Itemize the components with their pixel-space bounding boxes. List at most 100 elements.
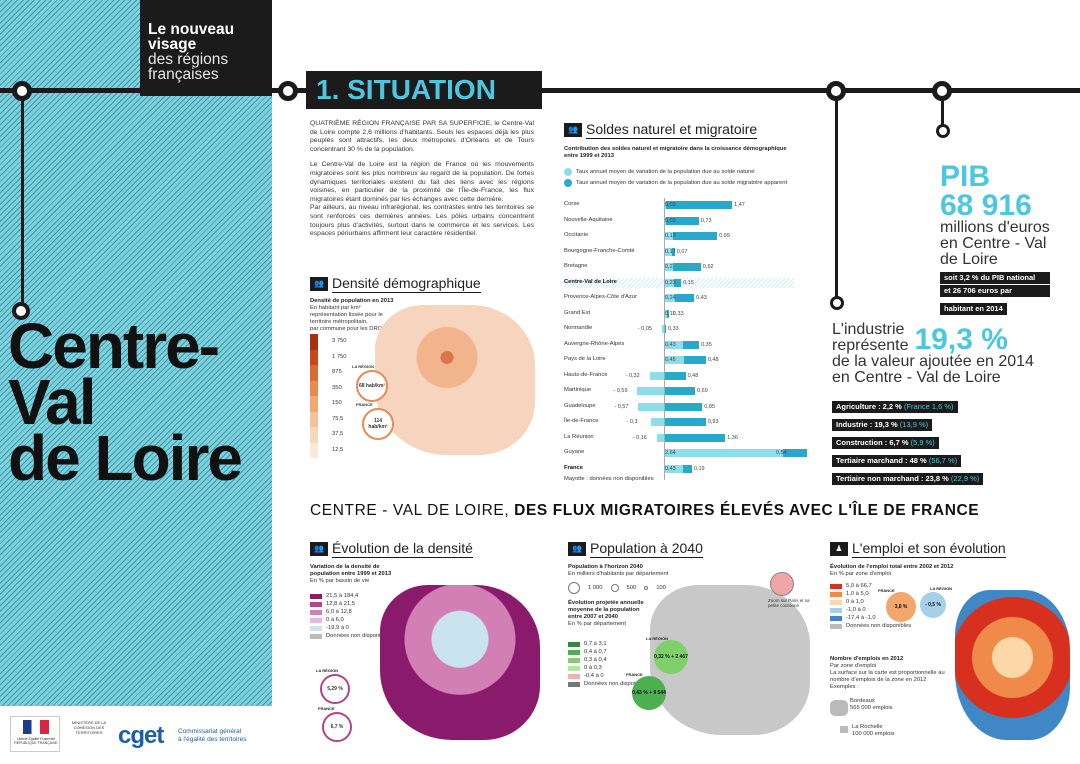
natural-value: 0,11 xyxy=(665,310,676,317)
pib-label: PIB xyxy=(940,160,991,193)
legend-label: 6,0 à 12,8 xyxy=(326,608,352,615)
density-sub-1: Densité de population en 2013 xyxy=(310,298,394,304)
migr-note: Mayotte : données non disponibles xyxy=(564,476,654,482)
brand-line-3: des régions xyxy=(148,51,229,68)
pop-sub-2: En milliers d'habitants par département xyxy=(568,571,669,577)
migr-legend-1: Taux annuel moyen de variation de la pop… xyxy=(564,168,800,176)
pib-unit-3: de Loire xyxy=(940,251,998,268)
natural-value: - 0,05 xyxy=(637,326,652,332)
france-value: 114 hab/km² xyxy=(368,418,388,430)
intro-paragraph-2: Le Centre-Val de Loire est la région de … xyxy=(310,161,534,203)
flag-icon xyxy=(23,720,49,734)
legend-swatch xyxy=(310,601,322,607)
pop-heading: 👥 Population à 2040 xyxy=(568,540,703,558)
migratory-bar xyxy=(666,309,669,318)
brand-line-1: Le nouveau xyxy=(148,21,235,38)
paris-zoom-label: Zoom sur Paris et sa petite couronne xyxy=(768,598,810,608)
migratory-value: 0,99 xyxy=(719,233,730,239)
natural-value: 0,03 xyxy=(665,217,676,224)
legend-swatch xyxy=(830,599,842,605)
migratory-value: 1,47 xyxy=(734,202,745,208)
sector-item: Tertiaire non marchand : 23,8 % (22,9 %) xyxy=(832,473,984,485)
row-label: Centre-Val de Loire xyxy=(564,278,617,285)
density-heading: 👥 Densité démographique xyxy=(310,275,481,293)
migratory-value: 0,69 xyxy=(697,388,708,394)
legend-label: 1 750 xyxy=(332,353,347,360)
industry-line-3: de la valeur ajoutée en 2014 xyxy=(832,353,1034,370)
legend-swatch xyxy=(310,365,318,381)
natural-bar xyxy=(664,309,669,318)
migratory-bar xyxy=(664,402,703,411)
legend-swatch xyxy=(830,623,842,629)
pop-sub-3: Évolution projetée annuelle xyxy=(568,600,644,606)
chart-row: Normandie - 0,05 0,33 xyxy=(564,324,794,334)
emploi-heading: ♟ L'emploi et son évolution xyxy=(830,540,1006,558)
natural-value: - 0,3 xyxy=(626,419,638,425)
natural-bar xyxy=(664,464,684,473)
migratory-bar xyxy=(666,216,699,225)
example-2: La Rochelle 100 000 emplois xyxy=(852,724,895,738)
legend-row: Données non disponibles xyxy=(310,632,391,640)
natural-value: 0,03 xyxy=(665,202,676,208)
legend-swatch xyxy=(310,349,318,365)
natural-bar xyxy=(664,263,673,271)
legend-row: 75,5 xyxy=(310,411,347,427)
row-label: Normandie xyxy=(564,325,593,331)
legend-swatch xyxy=(830,583,842,589)
region-value: 0,32 % + 2 467 xyxy=(654,654,688,660)
section-title: 1. SITUATION xyxy=(306,71,542,109)
legend-label: 3 750 xyxy=(332,338,347,345)
example-1: Bordeaux 565 000 emplois xyxy=(850,698,893,712)
chart-row: Corse 0,03 1,47 xyxy=(564,200,794,210)
row-label: Occitanie xyxy=(564,232,589,238)
pop-subtitle-2: Évolution projetée annuelle moyenne de l… xyxy=(568,600,644,628)
chart-row: Guadeloupe - 0,57 0,85 xyxy=(564,402,794,412)
legend-label: 0 à 0,3 xyxy=(584,664,602,671)
headline: CENTRE - VAL DE LOIRE, DES FLUX MIGRATOI… xyxy=(310,502,979,520)
migratory-bar xyxy=(673,263,701,271)
evol-legend: 21,5 à 184,4 12,8 à 21,5 6,0 à 12,8 0 à 6,0… xyxy=(310,592,391,640)
vertical-line xyxy=(835,100,838,300)
emploi-sub-4: Par zone d'emploi xyxy=(830,663,877,669)
vertical-line xyxy=(941,100,944,128)
legend-label: Données non disponibles xyxy=(846,622,912,629)
legend-label: 12,5 xyxy=(332,446,344,453)
sector-france: (France 1,6 %) xyxy=(903,402,954,411)
sector-item: Industrie : 19,3 % (13,9 %) xyxy=(832,419,933,431)
migratory-bar xyxy=(664,325,666,333)
natural-bar xyxy=(664,247,672,256)
pib-note-1: soit 3,2 % du PIB national xyxy=(940,272,1050,284)
natural-bar xyxy=(664,216,666,225)
evol-subtitle: Variation de la densité de population en… xyxy=(310,564,391,585)
chart-row: Pays de la Loire 0,45 0,48 xyxy=(564,355,794,365)
region-badge: 68 hab/km² xyxy=(356,370,388,402)
legend-row: 0 à 6,0 xyxy=(310,616,391,624)
france-badge: 6,7 % xyxy=(322,712,352,742)
legend-row: 875 xyxy=(310,365,347,381)
legend-swatch xyxy=(310,427,318,443)
cget-sub-2: à l'égalité des territoires xyxy=(178,736,247,743)
pib-value: 68 916 xyxy=(940,189,1032,222)
legend-swatch xyxy=(310,593,322,599)
migratory-value: 0,15 xyxy=(683,279,694,286)
natural-value: 0,23 xyxy=(665,279,676,286)
natural-value: - 0,32 xyxy=(625,372,640,379)
pib-unit-1: millions d'euros xyxy=(940,219,1050,236)
industry-lead: L'industrie représente xyxy=(832,322,909,354)
legend-row: 150 xyxy=(310,396,347,412)
migratory-value: 0,73 xyxy=(700,217,712,224)
france-badge-label: FRANCE xyxy=(626,672,643,677)
ministry-text: MINISTÈRE DE LA COHÉSION DES TERRITOIRES xyxy=(71,720,107,735)
intro-paragraph-3: Par ailleurs, au niveau infrarégional, l… xyxy=(310,204,534,238)
migratory-value: 0,48 xyxy=(707,357,719,363)
chart-row: Auvergne-Rhône-Alpes 0,43 0,35 xyxy=(564,340,794,350)
france-badge-label: FRANCE xyxy=(878,588,895,593)
legend-row: Données non disponibles xyxy=(568,680,649,688)
migratory-value: 0,19 xyxy=(693,465,705,472)
migratory-value: 1,36 xyxy=(727,434,738,441)
la-rochelle-shape-icon xyxy=(840,726,848,733)
industry-line-2: représente xyxy=(832,337,909,354)
region-badge: 5,29 % xyxy=(320,674,350,704)
natural-bar xyxy=(664,356,685,364)
row-label: Hauts-de-France xyxy=(564,371,608,378)
